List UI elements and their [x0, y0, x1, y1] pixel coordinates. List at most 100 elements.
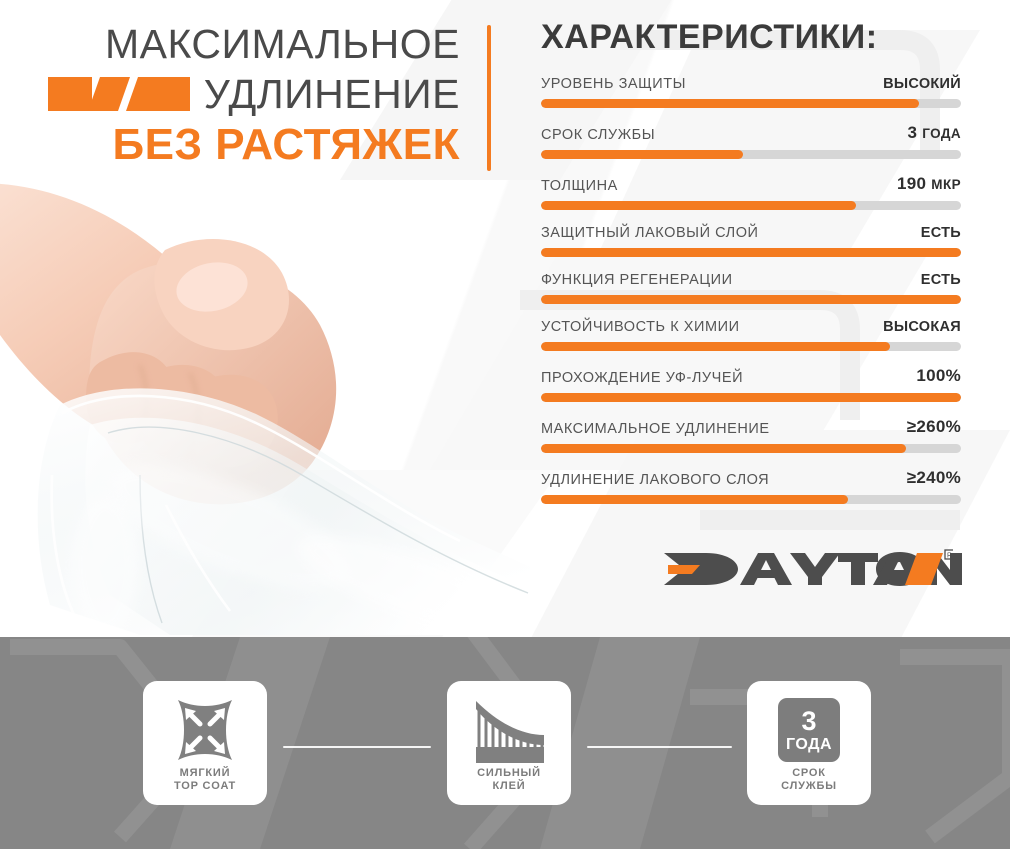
spec-progress-bar	[541, 201, 961, 210]
spec-row: УРОВЕНЬ ЗАЩИТЫ ВЫСОКИЙ	[541, 76, 961, 108]
spec-row-head: СРОК СЛУЖБЫ 3 ГОДА	[541, 123, 961, 143]
three-years-badge-icon: 3 ГОДА	[778, 693, 840, 767]
spec-row-value-main: 190	[897, 174, 927, 193]
spec-row-label: ПРОХОЖДЕНИЕ УФ-ЛУЧЕЙ	[541, 370, 744, 386]
spec-progress-bar	[541, 99, 961, 108]
feature-card-three-years[interactable]: 3 ГОДА СРОК СЛУЖБЫ	[747, 681, 871, 805]
spec-row-head: УДЛИНЕНИЕ ЛАКОВОГО СЛОЯ ≥240%	[541, 468, 961, 488]
spec-row-value-unit: МКР	[931, 177, 961, 192]
spec-progress-bar	[541, 444, 961, 453]
spec-row-value-main: ≥260%	[906, 417, 961, 436]
connector-line-1	[283, 746, 431, 748]
spec-row-label: ТОЛЩИНА	[541, 178, 618, 194]
spec-row-label: ФУНКЦИЯ РЕГЕНЕРАЦИИ	[541, 272, 733, 288]
spec-progress-bar	[541, 248, 961, 257]
spec-row-label: УДЛИНЕНИЕ ЛАКОВОГО СЛОЯ	[541, 472, 770, 488]
headline-block: МАКСИМАЛЬНОЕ УДЛИНЕНИЕ БЕЗ РАСТЯЖЕК	[0, 18, 470, 172]
spec-progress-fill	[541, 150, 743, 159]
specs-title: ХАРАКТЕРИСТИКИ:	[541, 18, 878, 56]
feature-card-soft-topcoat[interactable]: МЯГКИЙ TOP COAT	[143, 681, 267, 805]
spec-row-head: УРОВЕНЬ ЗАЩИТЫ ВЫСОКИЙ	[541, 76, 961, 92]
headline-line-2-row: УДЛИНЕНИЕ	[0, 68, 470, 120]
spec-row-label: СРОК СЛУЖБЫ	[541, 127, 656, 143]
connector-line-2	[587, 746, 732, 748]
spec-progress-fill	[541, 342, 890, 351]
headline-divider	[487, 25, 491, 171]
feature-cards: МЯГКИЙ TOP COAT	[0, 637, 1010, 849]
spec-row-value: 100%	[916, 366, 961, 386]
years-badge: 3 ГОДА	[778, 698, 840, 762]
feature-card-2-label: СИЛЬНЫЙ КЛЕЙ	[477, 767, 541, 793]
spec-row: МАКСИМАЛЬНОЕ УДЛИНЕНИЕ ≥260%	[541, 417, 961, 453]
spec-row-head: МАКСИМАЛЬНОЕ УДЛИНЕНИЕ ≥260%	[541, 417, 961, 437]
headline-line-2: УДЛИНЕНИЕ	[203, 71, 460, 117]
spec-row-value: ЕСТЬ	[921, 272, 961, 288]
feature-card-1-label-line1: МЯГКИЙ	[179, 767, 231, 779]
feature-card-3-label-line1: СРОК	[792, 767, 826, 779]
spec-row-value-main: 100%	[916, 366, 961, 385]
strong-adhesive-bridge-icon	[470, 693, 548, 767]
spec-row-value: 3 ГОДА	[907, 123, 961, 143]
spec-row: СРОК СЛУЖБЫ 3 ГОДА	[541, 123, 961, 159]
spec-row-value-main: ЕСТЬ	[920, 272, 961, 288]
spec-row-label: МАКСИМАЛЬНОЕ УДЛИНЕНИЕ	[541, 421, 770, 437]
spec-progress-fill	[541, 295, 961, 304]
spec-row-label: УРОВЕНЬ ЗАЩИТЫ	[541, 76, 687, 92]
spec-row-head: ТОЛЩИНА 190 МКР	[541, 174, 961, 194]
spec-row-head: ФУНКЦИЯ РЕГЕНЕРАЦИИ ЕСТЬ	[541, 272, 961, 288]
spec-progress-fill	[541, 248, 961, 257]
spec-row: ЗАЩИТНЫЙ ЛАКОВЫЙ СЛОЙ ЕСТЬ	[541, 225, 961, 257]
spec-row-value: ВЫСОКИЙ	[883, 76, 961, 92]
orange-stripes-icon	[47, 77, 190, 111]
hero-image	[0, 175, 530, 635]
years-badge-number: 3	[801, 705, 817, 736]
feature-card-1-label-line2: TOP COAT	[173, 780, 237, 792]
headline-line-1: МАКСИМАЛЬНОЕ	[104, 21, 460, 67]
spec-row-value: 190 МКР	[897, 174, 961, 194]
spec-row-value: ЕСТЬ	[921, 225, 961, 241]
spec-row-value-unit: ГОДА	[922, 126, 961, 141]
spec-row-head: УСТОЙЧИВОСТЬ К ХИМИИ ВЫСОКАЯ	[541, 319, 961, 335]
spec-progress-fill	[541, 99, 919, 108]
spec-row: ФУНКЦИЯ РЕГЕНЕРАЦИИ ЕСТЬ	[541, 272, 961, 304]
spec-row-value-main: ≥240%	[906, 468, 961, 487]
spec-progress-bar	[541, 342, 961, 351]
spec-row-head: ПРОХОЖДЕНИЕ УФ-ЛУЧЕЙ 100%	[541, 366, 961, 386]
spec-row-value: ≥240%	[907, 468, 961, 488]
spec-row: УСТОЙЧИВОСТЬ К ХИМИИ ВЫСОКАЯ	[541, 319, 961, 351]
svg-text:R: R	[947, 553, 952, 560]
spec-progress-bar	[541, 295, 961, 304]
spec-progress-fill	[541, 393, 961, 402]
feature-card-2-label-line1: СИЛЬНЫЙ	[477, 767, 541, 779]
spec-progress-bar	[541, 495, 961, 504]
spec-progress-bar	[541, 150, 961, 159]
years-badge-word: ГОДА	[785, 735, 833, 753]
spec-row-value-main: ЕСТЬ	[920, 225, 961, 241]
feature-card-3-label-line2: СЛУЖБЫ	[781, 780, 837, 792]
spec-row-value-main: ВЫСОКАЯ	[883, 319, 961, 335]
spec-progress-fill	[541, 495, 848, 504]
daytona-logo: R	[662, 547, 962, 591]
feature-card-1-label: МЯГКИЙ TOP COAT	[174, 767, 236, 793]
spec-row: ПРОХОЖДЕНИЕ УФ-ЛУЧЕЙ 100%	[541, 366, 961, 402]
stretch-square-arrows-icon	[168, 693, 242, 767]
spec-row: ТОЛЩИНА 190 МКР	[541, 174, 961, 210]
spec-row-value: ≥260%	[907, 417, 961, 437]
spec-row-value-main: ВЫСОКИЙ	[883, 76, 961, 92]
feature-card-2-label-line2: КЛЕЙ	[492, 780, 526, 792]
spec-progress-fill	[541, 201, 856, 210]
spec-row-value: ВЫСОКАЯ	[883, 319, 961, 335]
spec-row-value-main: 3	[907, 123, 918, 142]
specs-panel: ХАРАКТЕРИСТИКИ: УРОВЕНЬ ЗАЩИТЫ ВЫСОКИЙ СРО…	[541, 18, 961, 519]
spec-row-label: УСТОЙЧИВОСТЬ К ХИМИИ	[541, 319, 740, 335]
spec-row: УДЛИНЕНИЕ ЛАКОВОГО СЛОЯ ≥240%	[541, 468, 961, 504]
spec-progress-bar	[541, 393, 961, 402]
bottom-feature-band: МЯГКИЙ TOP COAT	[0, 637, 1010, 849]
spec-row-label: ЗАЩИТНЫЙ ЛАКОВЫЙ СЛОЙ	[541, 225, 759, 241]
spec-row-head: ЗАЩИТНЫЙ ЛАКОВЫЙ СЛОЙ ЕСТЬ	[541, 225, 961, 241]
feature-card-strong-adhesive[interactable]: СИЛЬНЫЙ КЛЕЙ	[447, 681, 571, 805]
specs-rows: УРОВЕНЬ ЗАЩИТЫ ВЫСОКИЙ СРОК СЛУЖБЫ 3 ГОДА ТО…	[541, 76, 961, 504]
feature-card-3-label: СРОК СЛУЖБЫ	[781, 767, 837, 793]
spec-progress-fill	[541, 444, 907, 453]
